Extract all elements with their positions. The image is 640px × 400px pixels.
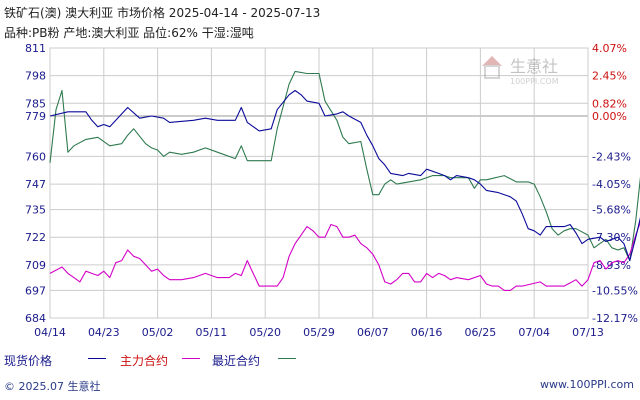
y-tick-left: 697 (25, 284, 46, 297)
y-tick-right: 0.82% (592, 97, 627, 110)
y-tick-right: 0.00% (592, 110, 627, 123)
y-tick-right: 4.07% (592, 42, 627, 55)
x-tick-label: 04/23 (88, 326, 120, 339)
y-tick-left: 722 (25, 231, 46, 244)
legend-swatch-spot (88, 358, 106, 359)
x-tick-label: 05/11 (196, 326, 228, 339)
y-tick-left: 709 (25, 259, 46, 272)
chart-subtitle: 品种:PB粉 产地:澳大利亚 品位:62% 干湿:湿吨 (4, 26, 254, 40)
x-tick-label: 06/16 (411, 326, 443, 339)
y-tick-left: 779 (25, 110, 46, 123)
legend-label-spot: 现货价格 (4, 354, 53, 368)
x-tick-label: 07/13 (572, 326, 604, 339)
y-tick-right: 2.45% (592, 70, 627, 83)
y-tick-right: -10.55% (592, 284, 638, 297)
legend-label-main: 主力合约 (120, 354, 169, 368)
y-tick-left: 785 (25, 97, 46, 110)
watermark-logo: 生意社 100PPI.COM (482, 56, 559, 86)
x-tick-label: 05/20 (249, 326, 281, 339)
series-line-main (49, 221, 640, 291)
y-tick-right: -12.17% (592, 312, 638, 325)
house-roof-icon (482, 56, 502, 66)
y-tick-left: 760 (25, 150, 46, 163)
series-line-recent (49, 70, 640, 262)
y-tick-right: -5.68% (592, 204, 631, 217)
footer-website[interactable]: www.100PPI.com (540, 378, 634, 391)
chart-title: 铁矿石(澳) 澳大利亚 市场价格 2025-04-14 - 2025-07-13 (4, 6, 321, 20)
series-line-spot (49, 89, 640, 262)
watermark-url: 100PPI.COM (510, 77, 559, 86)
y-tick-left: 735 (25, 204, 46, 217)
x-tick-label: 04/14 (34, 326, 66, 339)
y-tick-right: -4.05% (592, 178, 631, 191)
x-tick-label: 07/04 (518, 326, 550, 339)
legend-label-recent: 最近合约 (212, 354, 261, 368)
x-tick-label: 05/29 (303, 326, 335, 339)
y-tick-left: 747 (25, 178, 46, 191)
x-tick-label: 06/07 (357, 326, 389, 339)
y-tick-left: 684 (25, 312, 46, 325)
legend-swatch-main (182, 358, 200, 359)
x-tick-label: 06/25 (465, 326, 497, 339)
y-tick-right: -2.43% (592, 150, 631, 163)
x-tick-label: 05/02 (142, 326, 174, 339)
footer-copyright: © 2025.07 生意社 (4, 380, 101, 393)
y-tick-left: 798 (25, 70, 46, 83)
y-tick-left: 811 (25, 42, 46, 55)
legend-swatch-recent (278, 358, 296, 359)
watermark-brand: 生意社 (510, 57, 558, 76)
